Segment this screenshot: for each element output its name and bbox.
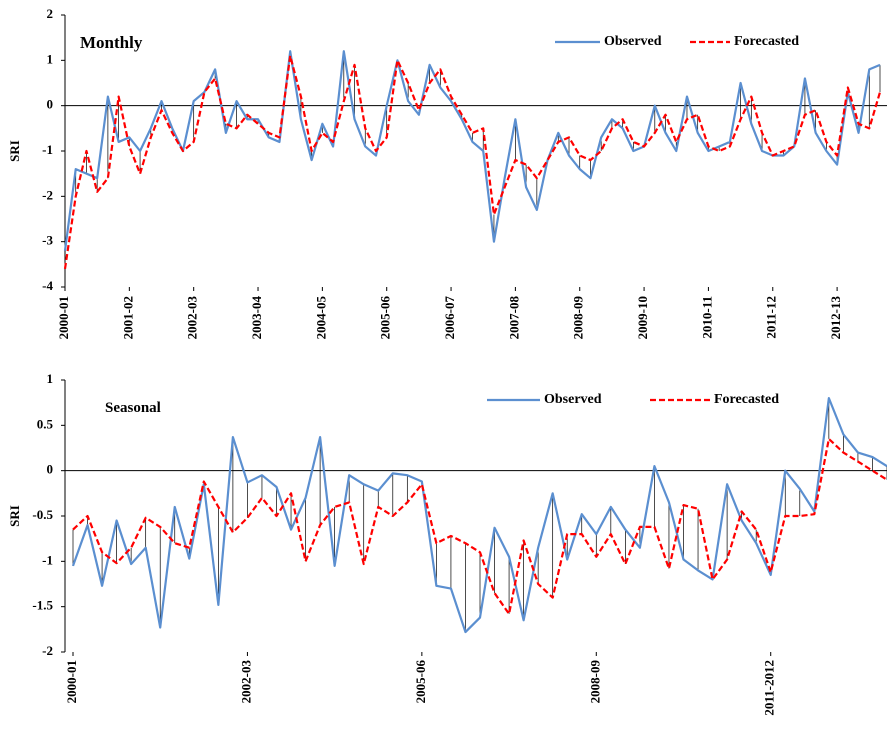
- y-axis-label: SRI: [7, 140, 22, 162]
- x-tick-label: 2006-07: [442, 296, 457, 340]
- y-tick-label: 2: [47, 6, 54, 21]
- panel-label: Monthly: [80, 33, 143, 52]
- x-tick-label: 2003-04: [249, 296, 264, 340]
- x-tick-label: 2007-08: [506, 296, 521, 340]
- y-tick-label: 1: [47, 371, 54, 386]
- y-tick-label: -2: [42, 643, 53, 658]
- x-tick-label: 2008-09: [571, 296, 586, 340]
- y-tick-label: -2: [42, 187, 53, 202]
- y-tick-label: -1.5: [32, 598, 53, 613]
- y-tick-label: -3: [42, 233, 53, 248]
- legend-label: Observed: [544, 392, 602, 407]
- legend-label: Observed: [604, 34, 662, 49]
- y-tick-label: -0.5: [32, 507, 53, 522]
- x-tick-label: 2005-06: [413, 660, 428, 704]
- y-tick-label: 0: [47, 97, 54, 112]
- x-tick-label: 2010-11: [699, 296, 714, 339]
- y-tick-label: -1: [42, 142, 53, 157]
- y-tick-label: 0: [47, 462, 54, 477]
- y-tick-label: 1: [47, 51, 54, 66]
- series-line: [72, 437, 887, 616]
- x-tick-label: 2005-06: [378, 296, 393, 340]
- x-tick-label: 2011-12: [764, 296, 779, 339]
- legend-label: Forecasted: [714, 392, 779, 407]
- x-tick-label: 2004-05: [313, 296, 328, 340]
- x-tick-label: 2002-03: [185, 296, 200, 340]
- x-tick-label: 2001-02: [120, 296, 135, 339]
- y-axis-label: SRI: [7, 505, 22, 527]
- x-tick-label: 2008-09: [587, 660, 602, 704]
- x-tick-label: 2002-03: [238, 660, 253, 704]
- x-tick-label: 2009-10: [635, 296, 650, 339]
- series-line: [63, 54, 882, 270]
- x-tick-label: 2011-2012: [762, 660, 777, 716]
- x-tick-label: 2000-01: [64, 660, 79, 703]
- x-tick-label: 2012-13: [828, 296, 843, 340]
- series-line: [63, 50, 881, 251]
- legend-label: Forecasted: [734, 34, 799, 49]
- y-tick-label: -4: [42, 278, 53, 293]
- y-tick-label: -1: [42, 552, 53, 567]
- y-tick-label: 0.5: [37, 416, 54, 431]
- x-tick-label: 2000-01: [56, 296, 71, 339]
- series-line: [71, 397, 887, 634]
- panel-label: Seasonal: [105, 400, 161, 416]
